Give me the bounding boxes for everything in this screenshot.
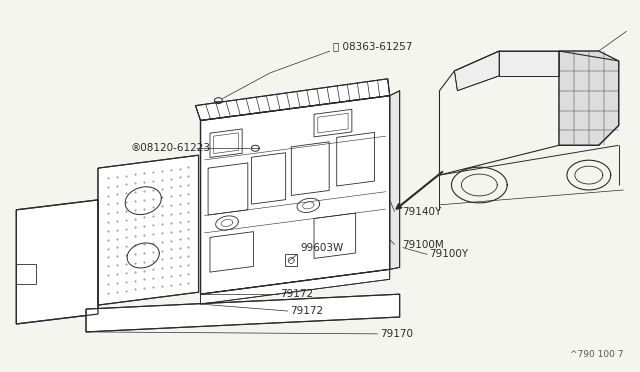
- Polygon shape: [17, 200, 98, 324]
- Text: 79170: 79170: [380, 329, 413, 339]
- Text: 79172: 79172: [290, 306, 323, 316]
- Polygon shape: [499, 51, 559, 76]
- Text: 79100M: 79100M: [402, 240, 444, 250]
- Polygon shape: [454, 51, 499, 91]
- Polygon shape: [200, 96, 390, 294]
- Polygon shape: [200, 269, 390, 304]
- Text: Ⓢ 08363-61257: Ⓢ 08363-61257: [333, 41, 412, 51]
- Text: 99603W: 99603W: [300, 243, 343, 253]
- Text: 79100Y: 79100Y: [429, 250, 468, 260]
- Text: ®08120-61223: ®08120-61223: [131, 143, 211, 153]
- Polygon shape: [86, 294, 399, 332]
- Polygon shape: [98, 155, 198, 305]
- Text: 79140Y: 79140Y: [402, 207, 441, 217]
- Text: 79172: 79172: [280, 289, 314, 299]
- Polygon shape: [390, 91, 399, 269]
- Polygon shape: [196, 79, 390, 121]
- Polygon shape: [559, 51, 619, 145]
- Text: ^790 100 7: ^790 100 7: [570, 350, 623, 359]
